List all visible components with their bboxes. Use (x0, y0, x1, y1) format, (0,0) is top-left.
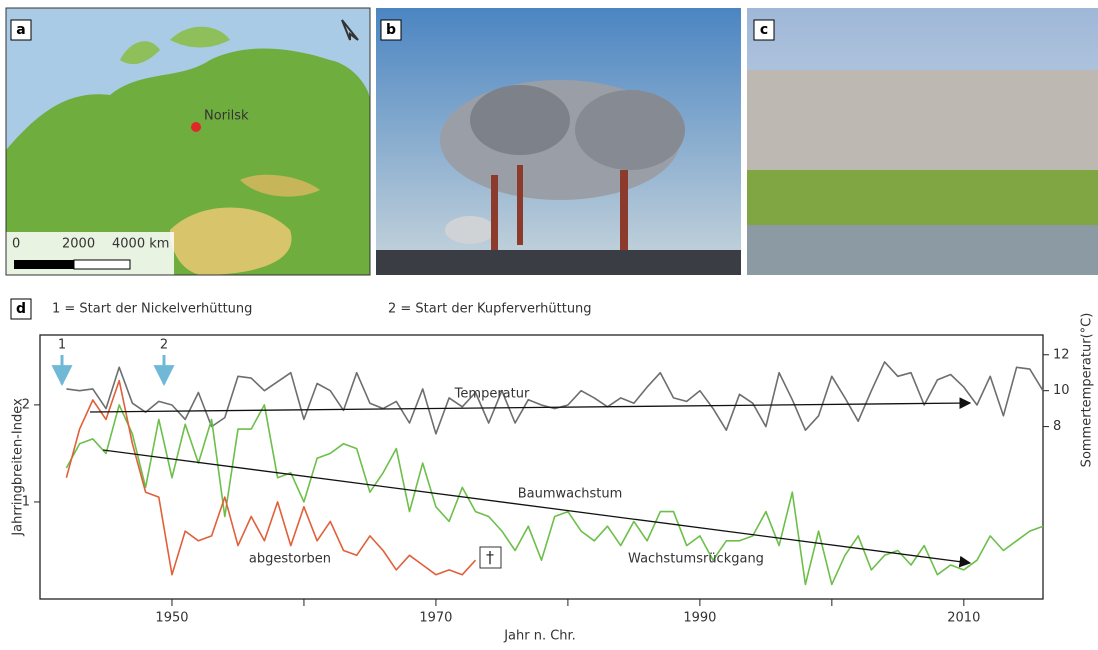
scale-bar (14, 260, 74, 269)
panel-label: a (16, 22, 25, 38)
note: 2 = Start der Kupferverhüttung (388, 302, 592, 317)
smoke (470, 85, 570, 155)
annotation: abgestorben (249, 552, 331, 567)
x-axis-title: Jahr n. Chr. (503, 629, 576, 644)
scale-label: 2000 (62, 237, 95, 252)
panel-label: b (386, 22, 396, 38)
water (747, 225, 1098, 275)
vegetation (747, 170, 1098, 225)
annotation: Temperatur (454, 387, 530, 402)
panel-label: c (760, 22, 768, 38)
annotation: Baumwachstum (518, 487, 623, 502)
y2-axis-title: Sommertemperatur(°C) (1080, 313, 1095, 468)
event-marker: 1 (58, 338, 66, 353)
trend-arrow (90, 403, 970, 412)
smoke (575, 90, 685, 170)
scale-label: 4000 km (112, 237, 169, 252)
x-tick-label: 1970 (419, 611, 452, 626)
photo-panel (376, 8, 741, 275)
y-tick-label: 1 (22, 494, 30, 509)
city-label: Norilsk (204, 109, 249, 124)
x-tick-label: 2010 (947, 611, 980, 626)
map-panel: Norilsk 0 2000 4000 km (6, 8, 370, 275)
event-marker: 2 (160, 338, 168, 353)
y2-tick-label: 8 (1053, 419, 1061, 434)
ground (376, 250, 741, 275)
chimney (517, 165, 523, 245)
note: 1 = Start der Nickelverhüttung (52, 302, 252, 317)
y2-tick-label: 12 (1053, 347, 1070, 362)
dead-trees (747, 70, 1098, 180)
figure: Norilsk 0 2000 4000 km a b c d 1 = Start… (0, 0, 1098, 646)
x-tick-label: 1990 (683, 611, 716, 626)
chimney (491, 175, 498, 260)
smoke (445, 216, 495, 244)
scale-bar (74, 260, 130, 269)
y-axis-title: Jahrringbreiten-Index (11, 398, 26, 537)
scale-label: 0 (12, 237, 20, 252)
panel-label: d (16, 301, 26, 317)
annotation: † (486, 548, 494, 567)
chimney (620, 170, 628, 260)
city-dot (191, 122, 201, 132)
x-tick-label: 1950 (155, 611, 188, 626)
annotation: Wachstumsrückgang (628, 552, 764, 567)
y2-tick-label: 10 (1053, 383, 1070, 398)
photo-panel (747, 8, 1098, 275)
y-tick-label: 2 (22, 397, 30, 412)
